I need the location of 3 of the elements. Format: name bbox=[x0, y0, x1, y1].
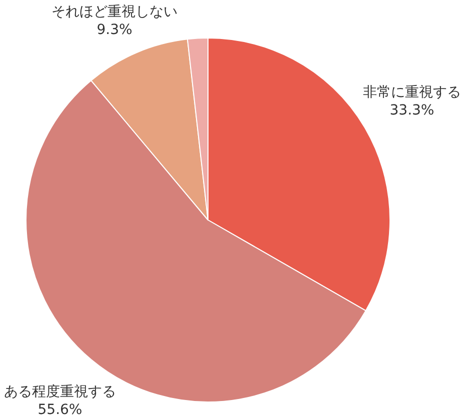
slice-label: ある程度重視する 55.6% bbox=[4, 384, 116, 418]
slice-label: 非常に重視する 33.3% bbox=[363, 84, 461, 118]
slice-label: それほど重視しない 9.3% bbox=[52, 4, 178, 38]
